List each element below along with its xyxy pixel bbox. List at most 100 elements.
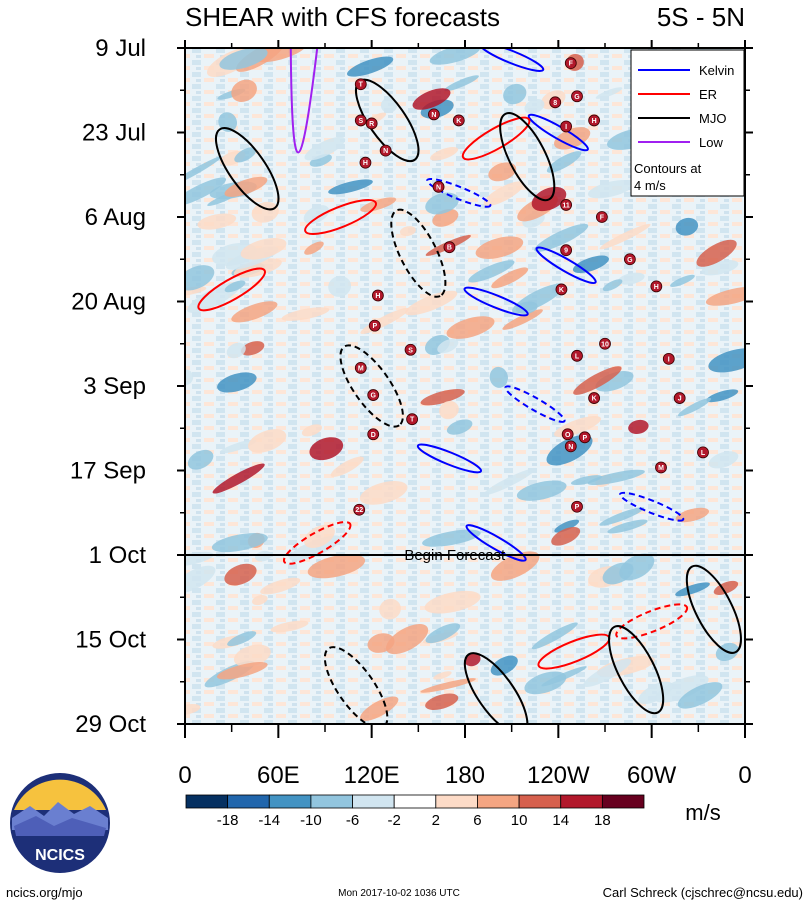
wave-contours [197, 48, 742, 724]
mjo-contour [463, 652, 529, 724]
legend-note-line1: Contours at [634, 161, 702, 176]
storm-icon [354, 114, 367, 127]
shear-cell [303, 205, 330, 224]
storm-label: S [408, 347, 413, 354]
storm-icon [571, 500, 583, 513]
colorbar: -18 -14 -10 -6 -2 2 6 10 14 18 [185, 794, 645, 829]
storm-icon [560, 120, 573, 133]
mjo-contour [499, 112, 556, 202]
shear-cell [328, 275, 352, 297]
mjo-contour [323, 646, 389, 724]
kelvin-contour [465, 524, 527, 562]
shear-cell [713, 580, 739, 595]
storm-marker: 22 [353, 503, 366, 516]
storm-label: 10 [601, 341, 609, 348]
mjo-contour [339, 344, 404, 428]
shear-cell [301, 424, 323, 437]
shear-cell [219, 48, 268, 70]
logo-text: NCICS [35, 847, 85, 864]
y-tick-label: 1 Oct [89, 542, 147, 569]
shear-cell [304, 241, 324, 255]
y-tick-label: 6 Aug [85, 204, 146, 231]
shear-cell [670, 274, 695, 287]
shear-cell [677, 397, 712, 417]
storm-label: R [369, 121, 374, 128]
y-tick-label: 17 Sep [70, 458, 146, 485]
shear-cell [654, 675, 709, 703]
colorbar-swatch [227, 794, 270, 809]
shear-cell [490, 551, 540, 581]
storm-label: P [372, 323, 377, 330]
storm-marker: T [406, 413, 419, 426]
storm-icon [367, 428, 380, 441]
storm-icon [561, 428, 574, 441]
legend-label-kelvin: Kelvin [699, 63, 734, 78]
legend: Kelvin ER MJO Low Contours at 4 m/s [630, 49, 745, 197]
y-axis: 9 Jul 23 Jul 6 Aug 20 Aug 3 Sep 17 Sep 1 Oct 15… [70, 35, 753, 738]
storm-label: K [592, 396, 597, 403]
shear-cell [224, 176, 268, 197]
storm-icon [406, 413, 419, 426]
storm-icon [564, 57, 577, 69]
storm-label: T [359, 82, 364, 89]
shear-cell [185, 265, 215, 291]
colorbar-label: -18 [217, 812, 239, 829]
shear-cell [705, 286, 745, 306]
colorbar-label: -6 [346, 812, 359, 829]
shear-cell [607, 519, 648, 534]
shear-cell [446, 316, 495, 339]
shear-cell [359, 481, 408, 505]
storm-label: N [436, 184, 441, 191]
ncics-logo: NCICS [10, 773, 110, 873]
storm-icon [452, 114, 465, 127]
storm-label: 11 [562, 202, 570, 209]
x-tick-label: 0 [178, 762, 191, 789]
shear-cell [706, 389, 739, 403]
shear-cell [554, 519, 580, 533]
legend-label-low: Low [699, 135, 723, 150]
colorbar-label: 18 [594, 812, 611, 829]
colorbar-label: -2 [388, 812, 401, 829]
storm-marker: I [662, 352, 675, 365]
shear-cell [233, 644, 271, 667]
storm-marker: 11 [560, 199, 573, 211]
colorbar-swatch [352, 794, 395, 809]
storm-icon [404, 343, 417, 356]
storm-icon [588, 392, 601, 404]
shear-cell [380, 97, 398, 113]
storm-marker: I [560, 120, 573, 133]
x-tick-label: 180 [445, 762, 485, 789]
shear-cell [328, 179, 373, 195]
storm-label: N [383, 148, 388, 155]
shear-cell [422, 529, 481, 547]
shear-cell [399, 226, 416, 237]
storm-icon [432, 180, 445, 193]
storm-label: K [559, 287, 564, 294]
storm-label: M [658, 465, 664, 472]
shear-cell [227, 631, 257, 647]
colorbar-swatch [268, 794, 312, 809]
kelvin-contour [416, 443, 483, 474]
storm-label: H [654, 284, 659, 291]
shear-cell [490, 655, 518, 676]
colorbar-swatch [601, 794, 645, 809]
storm-label: P [575, 504, 580, 511]
shear-cell [551, 526, 581, 546]
storm-icon [365, 117, 378, 130]
shear-cell [534, 223, 589, 252]
storm-label: M [358, 365, 364, 372]
legend-note-line2: 4 m/s [634, 178, 666, 193]
storm-marker: F [564, 57, 577, 69]
storm-label: G [574, 94, 580, 101]
shear-cell [231, 301, 278, 323]
shear-cell [185, 703, 201, 715]
shear-cell [224, 280, 246, 293]
shear-cell [187, 449, 214, 470]
shear-cell [524, 671, 567, 695]
shear-cell [234, 147, 257, 163]
shear-cell [405, 290, 458, 316]
logo-sun [14, 779, 106, 810]
shear-cell [309, 437, 344, 461]
kelvin-contour [463, 286, 529, 317]
storm-icon [560, 199, 573, 211]
